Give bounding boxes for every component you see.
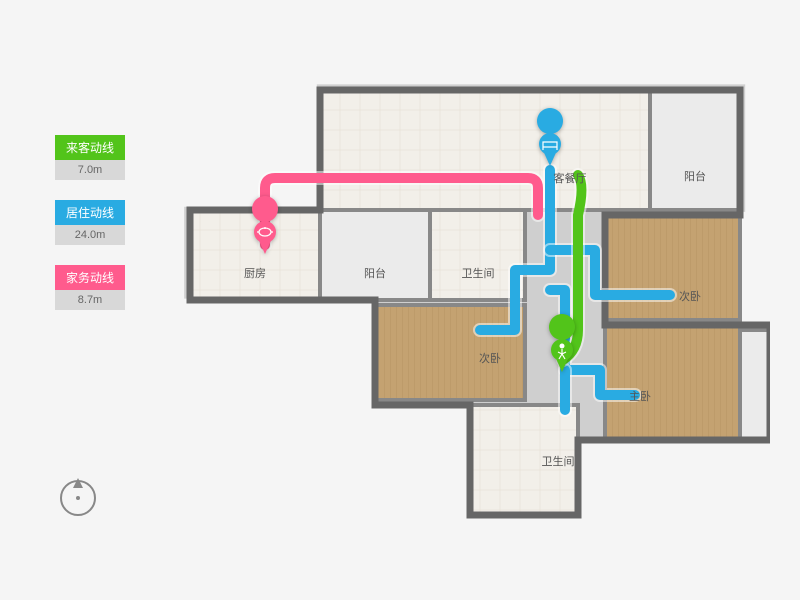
floorplan-svg: 客餐厅阳台厨房阳台卫生间次卧次卧主卧卫生间: [180, 70, 770, 540]
room-bed1: [605, 325, 740, 440]
legend-item-guest: 来客动线 7.0m: [55, 135, 125, 180]
legend-item-housework: 家务动线 8.7m: [55, 265, 125, 310]
room-label-living: 客餐厅: [554, 171, 587, 185]
room-balcony2: [320, 210, 430, 300]
legend: 来客动线 7.0m 居住动线 24.0m 家务动线 8.7m: [55, 135, 125, 330]
legend-label: 居住动线: [55, 200, 125, 225]
room-balcony1: [650, 90, 740, 210]
room-label-bed1: 主卧: [629, 390, 651, 403]
room-bed2a: [605, 215, 740, 320]
legend-value: 24.0m: [55, 225, 125, 245]
room-balcony3: [740, 330, 770, 440]
legend-value: 8.7m: [55, 290, 125, 310]
legend-item-living: 居住动线 24.0m: [55, 200, 125, 245]
room-label-bed2a: 次卧: [679, 289, 701, 303]
room-label-kitchen: 厨房: [244, 267, 266, 280]
room-label-balcony2: 阳台: [364, 266, 386, 280]
room-label-bed2b: 次卧: [479, 351, 501, 365]
room-bed2b: [375, 305, 525, 400]
floorplan: 客餐厅阳台厨房阳台卫生间次卧次卧主卧卫生间: [180, 70, 770, 540]
room-label-balcony1: 阳台: [684, 169, 706, 183]
room-label-bath1: 卫生间: [462, 266, 495, 280]
compass-icon: [60, 480, 96, 516]
room-living: [320, 90, 650, 210]
legend-label: 家务动线: [55, 265, 125, 290]
room-kitchen: [190, 210, 320, 300]
legend-value: 7.0m: [55, 160, 125, 180]
legend-label: 来客动线: [55, 135, 125, 160]
room-label-bath2: 卫生间: [542, 454, 575, 468]
